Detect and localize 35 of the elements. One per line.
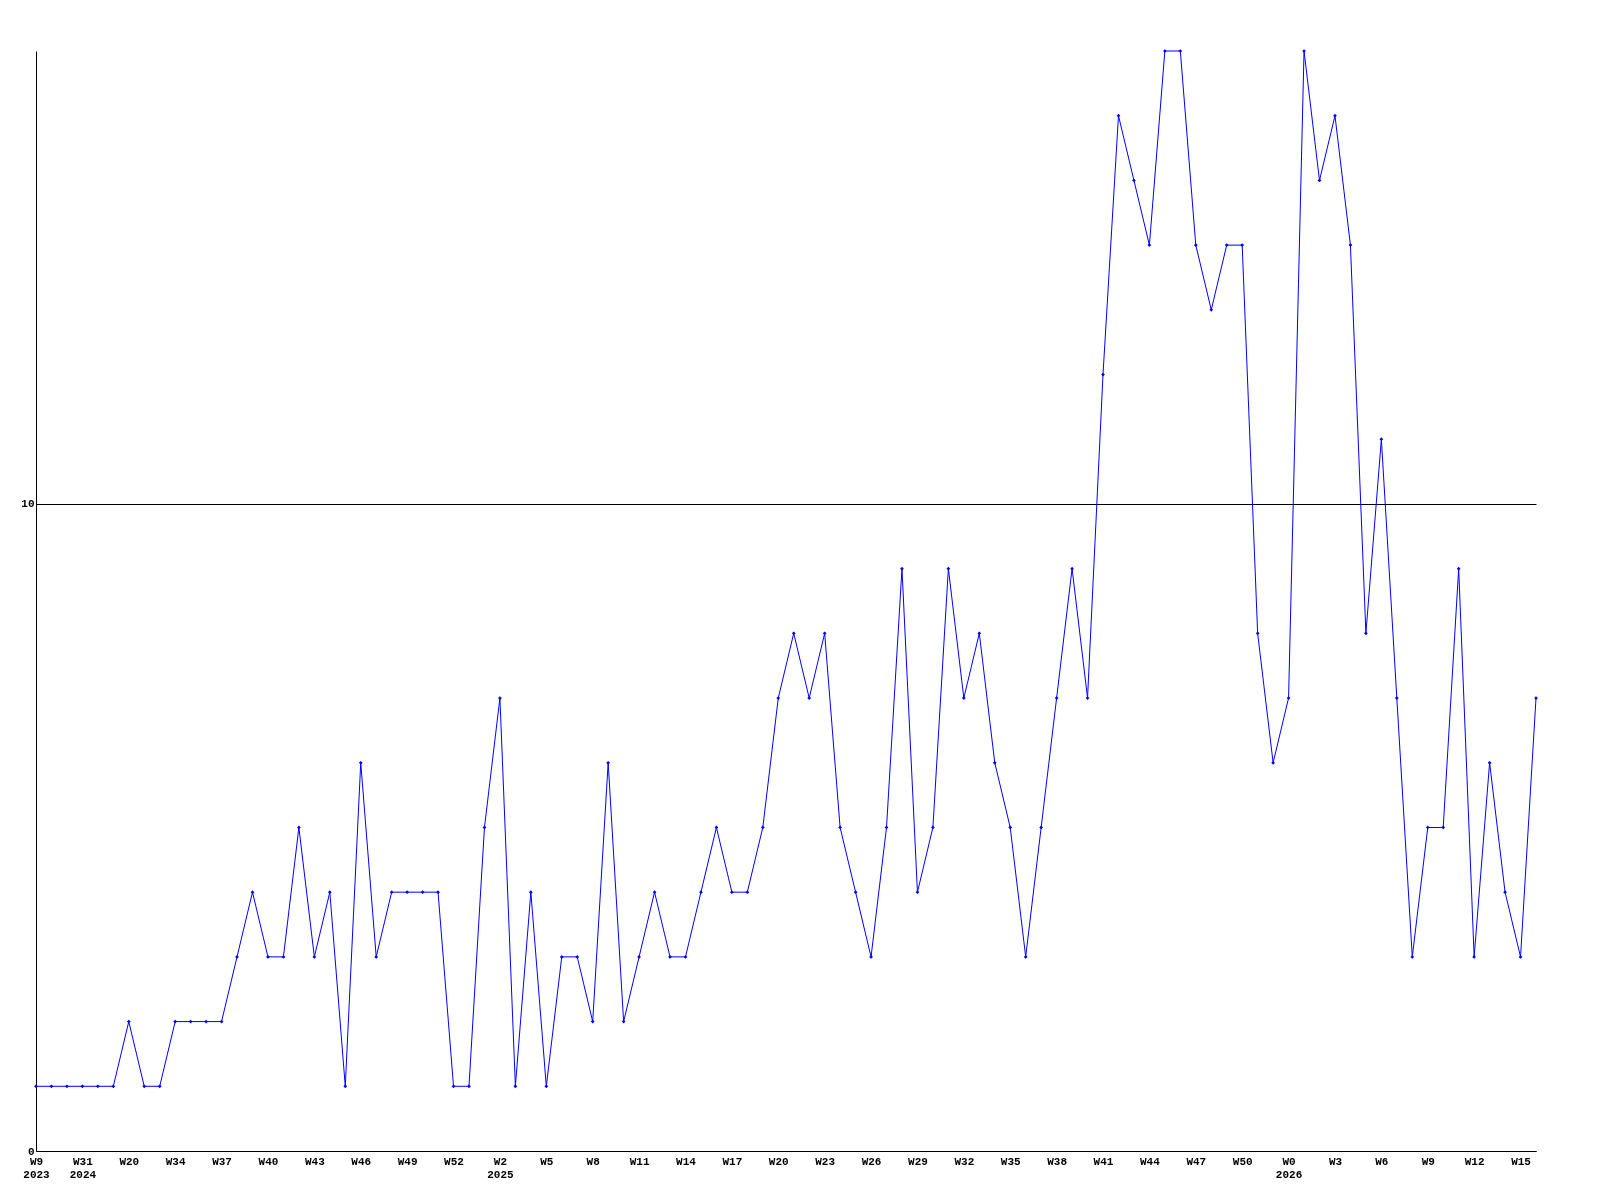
x-tick-label: W41 xyxy=(1093,1155,1114,1168)
x-tick-label: W34 xyxy=(165,1155,186,1168)
x-tick-label: W14 xyxy=(676,1155,697,1168)
x-tick-label: W0 2026 xyxy=(1275,1155,1303,1181)
x-tick-label: W5 xyxy=(540,1155,554,1168)
x-tick-label: W3 xyxy=(1328,1155,1343,1168)
x-tick-label: W50 xyxy=(1232,1155,1253,1168)
x-tick-label: W2 2025 xyxy=(487,1155,515,1181)
x-tick-label: W8 xyxy=(586,1155,601,1168)
x-tick-label: W49 xyxy=(397,1155,418,1168)
x-tick-label: W6 xyxy=(1375,1155,1389,1168)
x-tick-label: W38 xyxy=(1047,1155,1068,1168)
x-tick-label: W35 xyxy=(1000,1155,1022,1168)
x-tick-label: W32 xyxy=(954,1155,975,1168)
x-tick-label: W47 xyxy=(1186,1155,1207,1168)
x-tick-label: W12 xyxy=(1464,1155,1485,1168)
x-tick-label: W43 xyxy=(304,1155,326,1168)
x-tick-label: W31 2024 xyxy=(69,1155,97,1181)
x-tick-label: W37 xyxy=(212,1155,232,1168)
x-tick-label: W40 xyxy=(258,1155,279,1168)
x-tick-label: W46 xyxy=(351,1155,372,1168)
x-tick-label: W52 xyxy=(444,1155,464,1168)
x-tick-label: W20 xyxy=(119,1155,140,1168)
x-tick-label: W11 xyxy=(629,1155,650,1168)
x-tick-label: W20 xyxy=(768,1155,789,1168)
x-tick-label: W23 xyxy=(815,1155,836,1168)
x-tick-label: W26 xyxy=(861,1155,882,1168)
x-tick-label: W9 xyxy=(1421,1155,1435,1168)
x-tick-label: W15 xyxy=(1511,1155,1532,1168)
x-tick-label: W9 2023 xyxy=(23,1155,51,1181)
y-tick-label: 0 xyxy=(27,1145,35,1158)
x-tick-label: W17 xyxy=(722,1155,743,1168)
y-tick-label: 10 xyxy=(21,498,35,511)
x-tick-label: W44 xyxy=(1140,1155,1161,1168)
x-tick-label: W29 xyxy=(908,1155,928,1168)
